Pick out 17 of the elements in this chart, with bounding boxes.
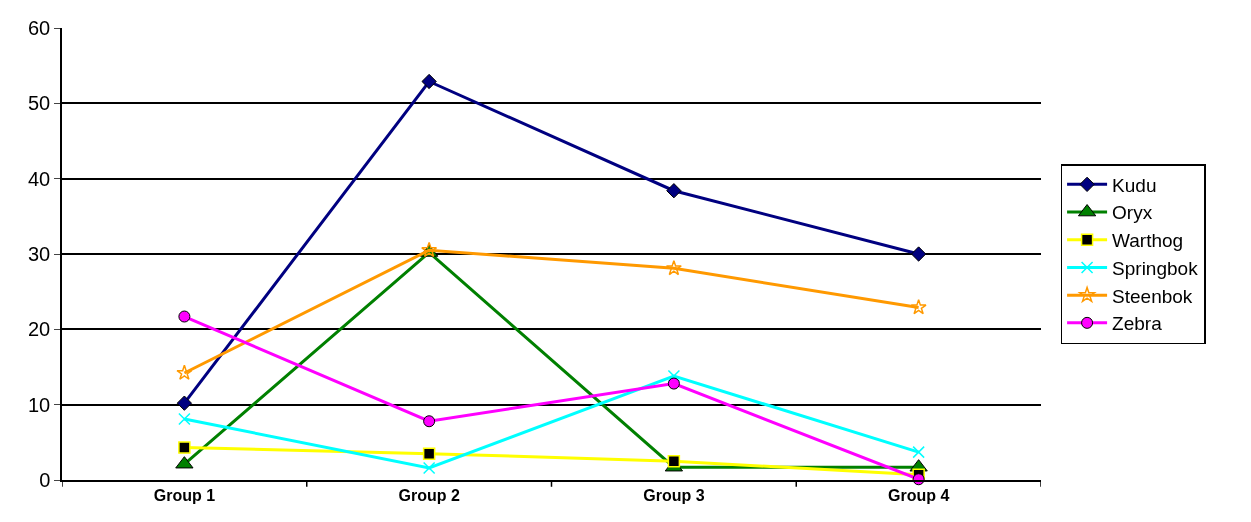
y-tick-label: 50 (28, 92, 51, 115)
legend-label: Warthog (1112, 230, 1184, 252)
y-tick-label: 40 (28, 167, 51, 190)
y-tick-label: 0 (39, 469, 51, 491)
x-tick-label: Group 2 (398, 486, 460, 504)
x-tick-label: Group 4 (887, 486, 950, 504)
legend-label: Oryx (1112, 202, 1153, 224)
y-tick-label: 30 (28, 243, 51, 265)
y-tick-label: 20 (28, 318, 51, 341)
x-tick-label: Group 3 (643, 486, 705, 504)
y-tick-label: 60 (28, 17, 51, 39)
y-tick-label: 10 (28, 393, 51, 416)
legend-label: Kudu (1112, 174, 1157, 196)
legend-label: Springbok (1112, 257, 1199, 279)
x-tick-label: Group 1 (153, 486, 216, 504)
legend-label: Zebra (1112, 313, 1163, 335)
legend-label: Steenbok (1112, 285, 1193, 307)
